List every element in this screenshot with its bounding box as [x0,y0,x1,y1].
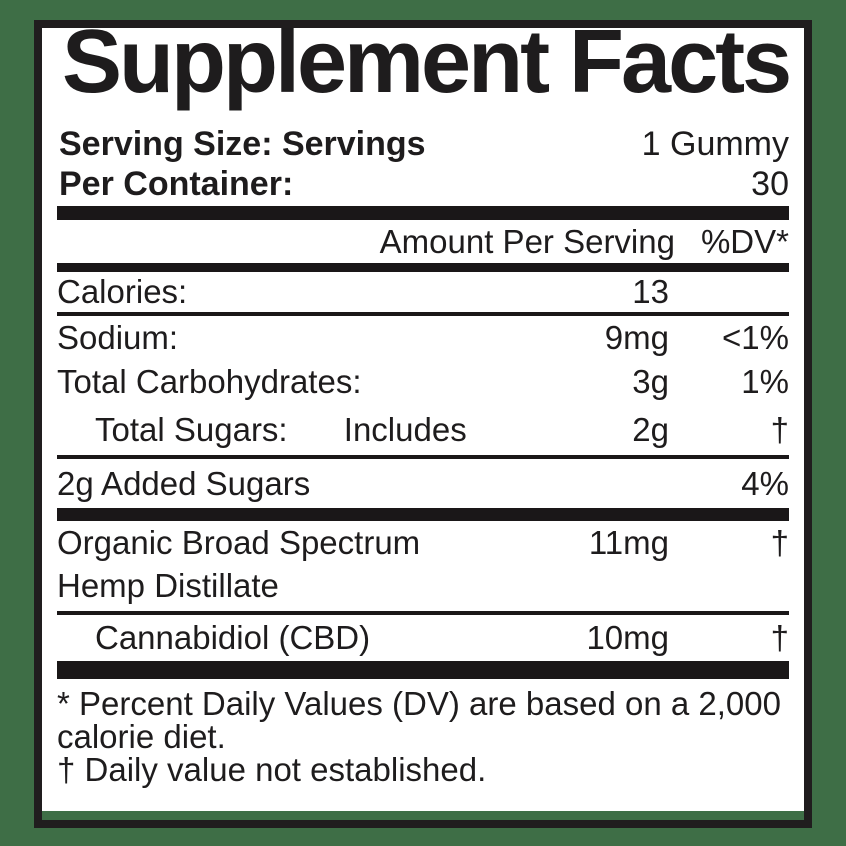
nutrient-row-total-sugars: Total Sugars: Includes 2g † [57,404,789,459]
nutrient-row-sodium: Sodium: 9mg <1% [57,316,789,360]
nutrient-dv: 1% [741,363,789,400]
nutrient-row-added-sugars: 2g Added Sugars 4% [57,459,789,508]
supplement-facts-label: Supplement Facts Serving Size: Servings … [34,20,812,828]
bottom-accent-strip [42,811,804,820]
nutrient-amount: 10mg [586,619,669,656]
nutrient-amount: 9mg [604,319,669,356]
amount-per-serving-header: Amount Per Serving [379,223,675,260]
nutrient-dv: † [770,619,789,656]
per-container-value: 30 [751,165,789,203]
serving-size-label: Serving Size: Servings [59,125,426,163]
nutrient-name: Calories: [57,273,188,310]
nutrient-amount: 13 [632,273,669,310]
footnote-percent-dv: * Percent Daily Values (DV) are based on… [57,685,781,755]
nutrient-row-calories: Calories: 13 [57,272,789,316]
per-container-row: Per Container: 30 [59,164,789,204]
nutrient-amount [539,459,669,508]
serving-size-value: 1 Gummy [641,125,789,163]
divider-bar-medium [57,263,789,272]
nutrient-name: Total Carbohydrates: [57,363,362,400]
nutrient-row-cbd: Cannabidiol (CBD) 10mg † [57,615,789,665]
nutrient-amount: 2g [632,411,669,448]
column-header-row: Amount Per Serving %DV* [57,220,789,263]
nutrient-name: 2g Added Sugars [57,465,311,502]
label-title: Supplement Facts [62,20,792,112]
nutrient-dv: <1% [722,319,789,356]
nutrient-name: Cannabidiol (CBD) [95,619,371,656]
nutrient-name: Sodium: [57,319,179,356]
nutrient-dv: 4% [741,465,789,502]
nutrient-dv [669,272,789,312]
hemp-distillate-line2: Hemp Distillate [57,567,279,604]
includes-label: Includes [343,411,467,448]
nutrient-dv: † [770,524,789,561]
nutrient-amount: 11mg [588,524,669,561]
nutrient-row-carbohydrates: Total Carbohydrates: 3g 1% [57,360,789,404]
divider-bar-thick-bottom [57,665,789,679]
nutrient-amount: 3g [632,363,669,400]
serving-size-row: Serving Size: Servings 1 Gummy [59,124,789,164]
nutrient-name: Total Sugars: Includes [57,404,539,455]
divider-bar-thick-middle [57,508,789,521]
percent-dv-header: %DV* [700,223,789,260]
footnote-dagger: † Daily value not established. [57,751,487,788]
divider-bar-thick-top [57,206,789,220]
hemp-distillate-line1: Organic Broad Spectrum [57,524,421,561]
total-sugars-label: Total Sugars: [95,411,288,448]
nutrient-name: Organic Broad Spectrum Hemp Distillate [57,521,539,607]
footnotes: * Percent Daily Values (DV) are based on… [57,687,789,786]
nutrient-dv: † [770,411,789,448]
per-container-label: Per Container: [59,165,294,203]
nutrient-row-hemp-distillate: Organic Broad Spectrum Hemp Distillate 1… [57,521,789,615]
